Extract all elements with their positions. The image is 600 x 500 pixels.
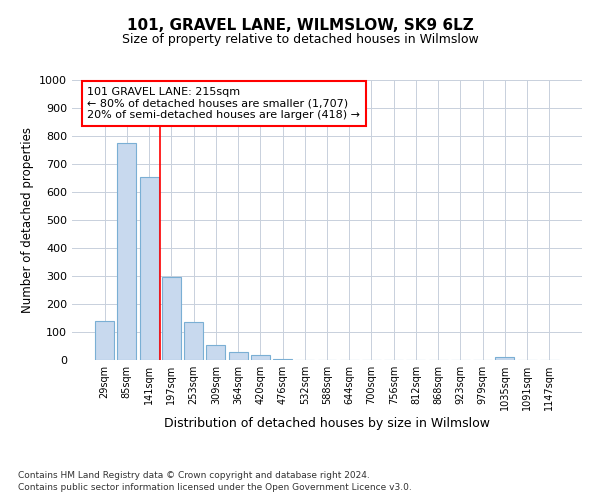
Bar xyxy=(496,357,514,360)
Bar xyxy=(273,358,292,360)
Bar xyxy=(162,278,181,360)
Bar xyxy=(229,352,248,360)
Text: 101 GRAVEL LANE: 215sqm
← 80% of detached houses are smaller (1,707)
20% of semi: 101 GRAVEL LANE: 215sqm ← 80% of detache… xyxy=(88,87,360,120)
Text: Contains public sector information licensed under the Open Government Licence v3: Contains public sector information licen… xyxy=(18,484,412,492)
Text: Contains HM Land Registry data © Crown copyright and database right 2024.: Contains HM Land Registry data © Crown c… xyxy=(18,471,370,480)
Bar xyxy=(140,176,158,360)
Bar xyxy=(184,322,203,360)
Bar xyxy=(206,344,225,360)
Bar xyxy=(251,355,270,360)
Text: 101, GRAVEL LANE, WILMSLOW, SK9 6LZ: 101, GRAVEL LANE, WILMSLOW, SK9 6LZ xyxy=(127,18,473,32)
X-axis label: Distribution of detached houses by size in Wilmslow: Distribution of detached houses by size … xyxy=(164,417,490,430)
Bar xyxy=(118,143,136,360)
Y-axis label: Number of detached properties: Number of detached properties xyxy=(20,127,34,313)
Text: Size of property relative to detached houses in Wilmslow: Size of property relative to detached ho… xyxy=(122,32,478,46)
Bar xyxy=(95,321,114,360)
